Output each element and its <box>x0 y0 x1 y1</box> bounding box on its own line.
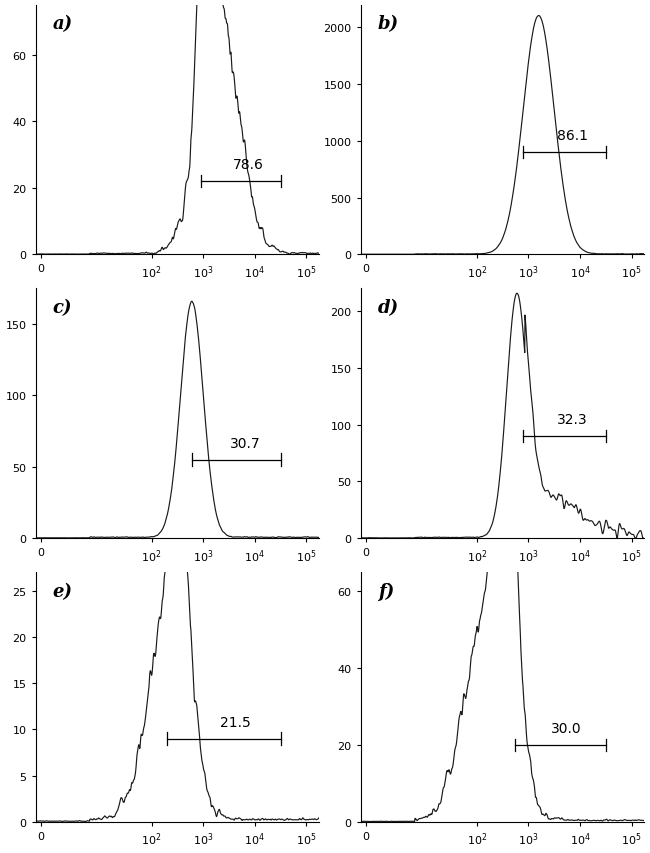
Text: b): b) <box>378 15 399 33</box>
Text: d): d) <box>378 299 399 317</box>
Text: 30.0: 30.0 <box>551 721 581 735</box>
Text: 78.6: 78.6 <box>233 158 264 171</box>
Text: 21.5: 21.5 <box>220 715 251 728</box>
Text: c): c) <box>53 299 72 317</box>
Text: 30.7: 30.7 <box>230 436 261 450</box>
Text: 32.3: 32.3 <box>558 412 588 426</box>
Text: a): a) <box>53 15 73 33</box>
Text: 86.1: 86.1 <box>557 129 588 143</box>
Text: e): e) <box>53 583 73 601</box>
Text: f): f) <box>378 583 394 601</box>
